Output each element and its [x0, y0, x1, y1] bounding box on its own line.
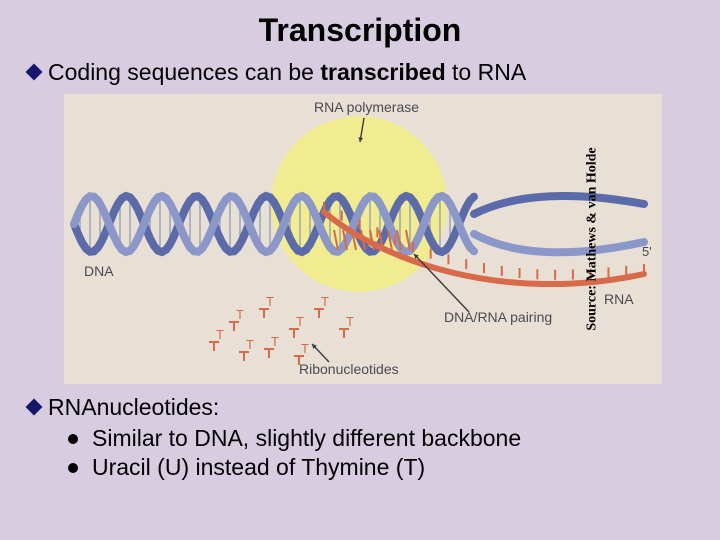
transcription-figure: TTTTTTTTTRNA polymeraseDNARibonucleotide…	[64, 94, 662, 384]
bullet-coding: Coding sequences can be transcribed to R…	[28, 59, 692, 86]
bullet-coding-tail: to RNA	[446, 59, 527, 86]
disc-bullet-icon	[68, 434, 78, 444]
sub-bullet-1: Similar to DNA, slightly different backb…	[68, 425, 692, 452]
figure-container: TTTTTTTTTRNA polymeraseDNARibonucleotide…	[64, 94, 662, 384]
svg-text:T: T	[246, 337, 254, 352]
slide-title: Transcription	[28, 12, 692, 49]
svg-text:T: T	[236, 307, 244, 322]
svg-text:T: T	[346, 314, 354, 329]
sub-bullet-2-text: Uracil (U) instead of Thymine (T)	[92, 454, 425, 481]
bullet-coding-bold: transcribed	[320, 59, 445, 86]
bullet-rna-prefix: RNA	[48, 394, 97, 421]
svg-text:RNA: RNA	[604, 291, 634, 307]
bullet-rna: RNA nucleotides:	[28, 394, 692, 421]
disc-bullet-icon	[68, 463, 78, 473]
bullet-coding-mid: sequences can be	[121, 59, 320, 86]
diamond-bullet-icon	[26, 64, 43, 81]
body-block: RNA nucleotides: Similar to DNA, slightl…	[28, 394, 692, 481]
diamond-bullet-icon	[26, 399, 43, 416]
bullet-rna-rest: nucleotides:	[97, 394, 220, 421]
svg-text:T: T	[271, 334, 279, 349]
source-credit: Source: Mathews & van Holde	[584, 147, 600, 330]
svg-text:T: T	[266, 294, 274, 309]
svg-text:5': 5'	[642, 244, 652, 259]
svg-text:Ribonucleotides: Ribonucleotides	[299, 361, 399, 377]
svg-text:T: T	[321, 294, 329, 309]
sub-bullet-2: Uracil (U) instead of Thymine (T)	[68, 454, 692, 481]
svg-text:DNA/RNA pairing: DNA/RNA pairing	[444, 309, 552, 325]
sub-bullet-1-text: Similar to DNA, slightly different backb…	[92, 425, 521, 452]
svg-text:T: T	[216, 327, 224, 342]
slide: Transcription Coding sequences can be tr…	[0, 0, 720, 540]
svg-text:T: T	[301, 341, 309, 356]
svg-text:T: T	[296, 314, 304, 329]
svg-text:DNA: DNA	[84, 263, 114, 279]
svg-text:RNA polymerase: RNA polymerase	[314, 99, 419, 115]
bullet-coding-prefix: Coding	[48, 59, 121, 86]
